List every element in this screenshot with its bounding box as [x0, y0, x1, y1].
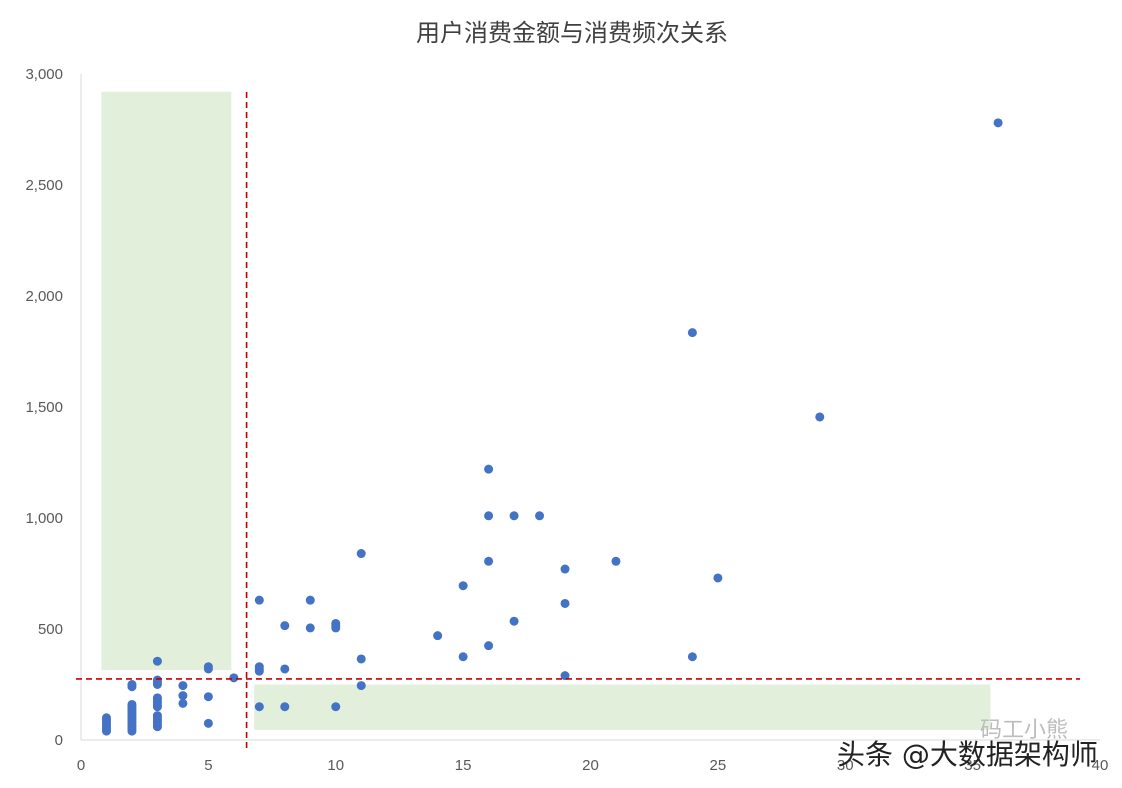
data-point — [203, 662, 213, 672]
y-tick-label: 0 — [55, 732, 63, 749]
data-point — [560, 671, 570, 681]
data-point — [101, 713, 111, 723]
watermark-faint-text: 码工小熊 — [980, 718, 1068, 743]
highlight-region-1 — [101, 91, 232, 671]
data-point — [203, 718, 213, 728]
y-tick-label: 2,000 — [25, 288, 63, 305]
data-point — [331, 702, 341, 712]
watermark-text: 头条 @大数据架构师 — [837, 738, 1098, 771]
data-point — [356, 549, 366, 559]
x-tick-label: 35 — [964, 757, 981, 774]
data-point — [331, 618, 341, 628]
data-point — [484, 511, 494, 521]
y-tick-label: 2,500 — [25, 177, 63, 194]
data-point — [254, 702, 264, 712]
data-point — [993, 118, 1003, 128]
y-tick-label: 1,500 — [25, 399, 63, 416]
chart-title: 用户消费金额与消费频次关系 — [416, 19, 728, 47]
x-tick-label: 20 — [582, 757, 599, 774]
x-tick-label: 10 — [327, 757, 344, 774]
data-point — [484, 464, 494, 474]
data-point — [713, 573, 723, 583]
data-point — [535, 511, 545, 521]
data-point — [127, 680, 137, 689]
data-point — [458, 581, 468, 591]
data-point — [152, 656, 162, 666]
threshold-lines — [76, 92, 1080, 752]
y-axis-ticks: 0 500 1,000 1,500 2,000 2,500 3,000 — [25, 66, 63, 749]
y-tick-label: 1,000 — [25, 510, 63, 527]
data-point — [280, 702, 290, 712]
data-point — [178, 691, 188, 701]
data-point — [433, 631, 443, 641]
data-point — [484, 641, 494, 651]
data-point — [305, 623, 315, 633]
data-point — [305, 595, 315, 605]
data-point — [229, 673, 239, 683]
data-point — [458, 652, 468, 662]
data-point — [152, 693, 162, 703]
data-point — [280, 621, 290, 631]
data-point — [356, 681, 366, 691]
highlight-region-2 — [254, 684, 991, 731]
x-tick-label: 0 — [77, 757, 85, 774]
watermark: 码工小熊 头条 @大数据架构师 — [837, 718, 1098, 771]
y-tick-label: 3,000 — [25, 66, 63, 83]
data-point — [560, 564, 570, 574]
data-point — [687, 328, 697, 338]
x-tick-label: 5 — [204, 757, 212, 774]
x-tick-label: 25 — [710, 757, 727, 774]
data-point — [178, 681, 188, 691]
data-point — [152, 675, 162, 685]
data-point — [356, 654, 366, 664]
x-axis-ticks: 0 5 10 15 20 25 30 35 40 — [77, 757, 1109, 774]
data-point — [611, 556, 621, 566]
x-tick-label: 30 — [837, 757, 854, 774]
data-point — [178, 698, 188, 708]
data-points — [101, 118, 1003, 736]
data-point — [509, 511, 519, 521]
x-tick-label: 40 — [1092, 757, 1109, 774]
data-point — [509, 616, 519, 626]
data-point — [254, 662, 264, 672]
data-point — [203, 692, 213, 702]
data-point — [280, 664, 290, 674]
data-point — [254, 595, 264, 605]
data-point — [815, 412, 825, 422]
data-point — [152, 711, 162, 721]
x-tick-label: 15 — [455, 757, 472, 774]
y-tick-label: 500 — [38, 621, 63, 638]
data-point — [127, 699, 137, 709]
data-point — [560, 598, 570, 608]
data-point — [687, 652, 697, 662]
highlight-regions — [101, 91, 991, 731]
data-point — [484, 556, 494, 566]
